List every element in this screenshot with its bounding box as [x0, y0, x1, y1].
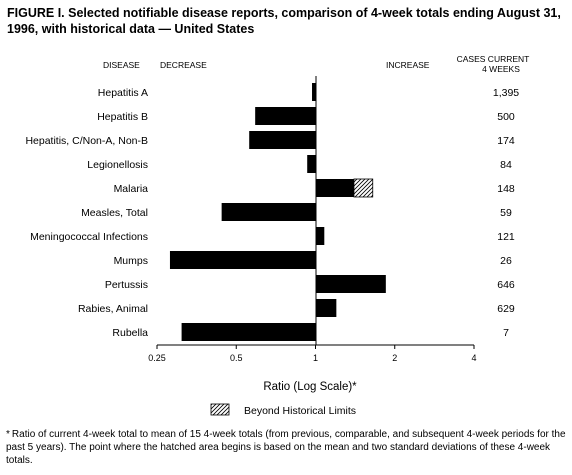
x-tick-label-0-5: 0.5	[230, 353, 243, 363]
bar-measles-total	[221, 203, 316, 221]
x-axis: 0.25 0.5 1 2 4	[148, 76, 477, 363]
bar-hepatitis-b	[255, 107, 316, 125]
disease-label-hepatitis-b: Hepatitis B	[97, 111, 148, 123]
figure-title: FIGURE I. Selected notifiable disease re…	[7, 6, 561, 36]
footnote: * Ratio of current 4-week total to mean o…	[6, 428, 568, 467]
disease-label-rubella: Rubella	[112, 327, 148, 339]
x-tick-label-0-25: 0.25	[148, 353, 166, 363]
footnote-mark: *	[6, 429, 10, 440]
cases-value-hepatitis-a: 1,395	[493, 87, 519, 99]
legend-hatch-swatch	[210, 403, 230, 416]
disease-label-malaria: Malaria	[114, 183, 149, 195]
header-disease: DISEASE	[103, 60, 140, 70]
header-cases-line1: CASES CURRENT	[457, 54, 530, 64]
disease-label-hepatitis-a: Hepatitis A	[98, 87, 148, 99]
bar-rabies-animal	[316, 299, 337, 317]
cases-value-meningococcal-infections: 121	[497, 231, 515, 243]
cases-value-rubella: 7	[503, 327, 509, 339]
bar-mumps	[169, 251, 316, 269]
cases-value-pertussis: 646	[497, 279, 515, 291]
header-cases-line2: 4 WEEKS	[482, 64, 520, 74]
disease-label-mumps: Mumps	[114, 255, 148, 267]
x-axis-label: Ratio (Log Scale)*	[263, 381, 357, 393]
bar-hatched-malaria	[353, 178, 374, 198]
bar-pertussis	[316, 275, 386, 293]
x-tick-label-4: 4	[471, 353, 476, 363]
cases-value-measles-total: 59	[500, 207, 512, 219]
cases-value-mumps: 26	[500, 255, 512, 267]
cases-value-hepatitis-b: 500	[497, 111, 515, 123]
legend-label: Beyond Historical Limits	[244, 405, 356, 417]
bar-meningococcal-infections	[316, 227, 325, 245]
cases-value-hepatitis-c-non-a-non-b: 174	[497, 135, 515, 147]
cases-value-malaria: 148	[497, 183, 515, 195]
x-tick-label-1: 1	[313, 353, 318, 363]
bar-malaria	[316, 179, 354, 197]
bar-legionellosis	[307, 155, 316, 173]
disease-label-meningococcal-infections: Meningococcal Infections	[30, 231, 148, 243]
bar-hepatitis-a	[312, 83, 316, 101]
disease-label-hepatitis-c-non-a-non-b: Hepatitis, C/Non-A, Non-B	[25, 135, 148, 147]
bar-rubella	[181, 323, 316, 341]
disease-label-rabies-animal: Rabies, Animal	[78, 303, 148, 315]
header-decrease: DECREASE	[160, 60, 207, 70]
bars-layer: Hepatitis A 1,395 Hepatitis B 500 Hepatitis,…	[25, 83, 519, 341]
cases-value-legionellosis: 84	[500, 159, 512, 171]
disease-label-pertussis: Pertussis	[105, 279, 148, 291]
disease-label-legionellosis: Legionellosis	[87, 159, 148, 171]
header-increase: INCREASE	[386, 60, 430, 70]
footnote-text: Ratio of current 4-week total to mean of…	[6, 429, 566, 466]
disease-label-measles-total: Measles, Total	[81, 207, 148, 219]
bar-hepatitis-c-non-a-non-b	[249, 131, 316, 149]
x-tick-label-2: 2	[392, 353, 397, 363]
cases-value-rabies-animal: 629	[497, 303, 515, 315]
